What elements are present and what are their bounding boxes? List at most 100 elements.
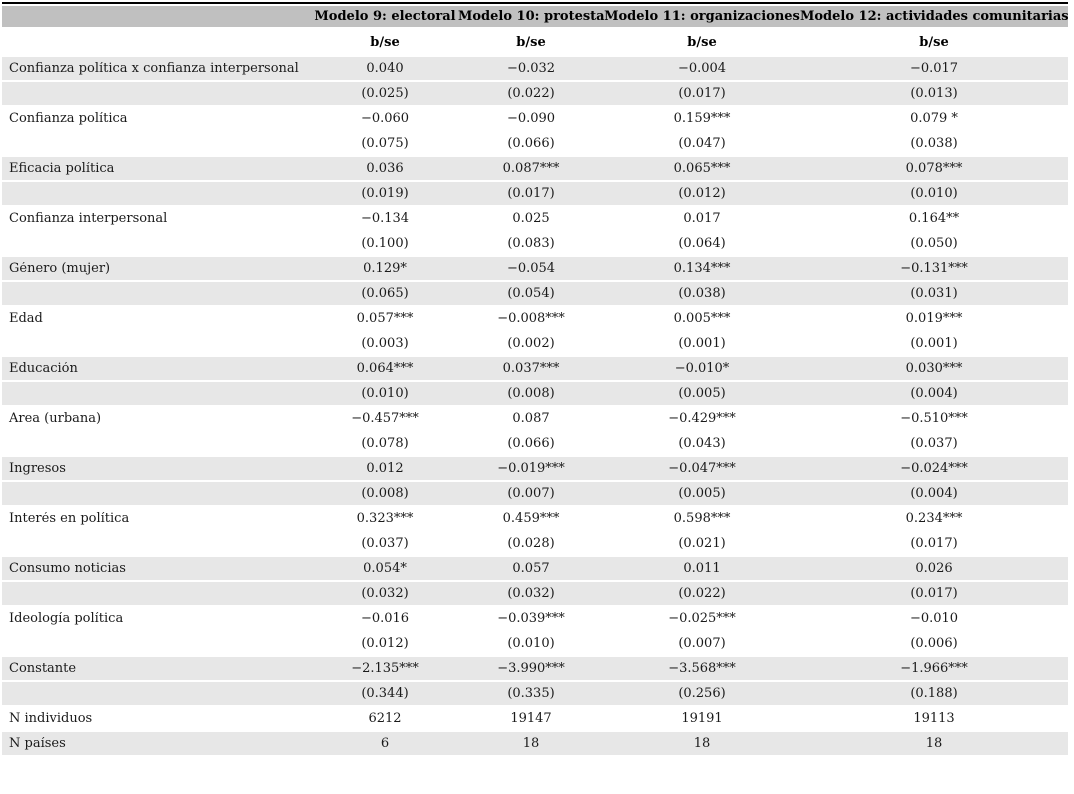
bse-label: b/se <box>687 35 717 49</box>
value-cell: 6212 <box>368 712 402 725</box>
row-label: Ideología política <box>9 612 124 625</box>
value-cell: 0.005*** <box>673 312 731 325</box>
value-cell: 0.064*** <box>356 362 414 375</box>
value-cell: 0.011 <box>683 562 721 575</box>
table-row: Constante −2.135*** −3.990*** −3.568*** −1.9… <box>2 657 1068 680</box>
value-cell: 0.030*** <box>905 362 963 375</box>
value-cell: 0.234*** <box>905 512 963 525</box>
value-cell: −0.134 <box>360 212 410 225</box>
value-cell: (0.066) <box>507 437 555 450</box>
row-label: Ingresos <box>9 462 66 475</box>
table-row: (0.025) (0.022) (0.017) (0.013) <box>2 82 1068 105</box>
model-11-header: Modelo 11: organizaciones <box>604 10 800 23</box>
table-row: (0.078) (0.066) (0.043) (0.037) <box>2 432 1068 455</box>
table-row: (0.010) (0.008) (0.005) (0.004) <box>2 382 1068 405</box>
value-cell: −0.004 <box>677 62 727 75</box>
value-cell: (0.025) <box>361 87 409 100</box>
value-cell: (0.001) <box>910 337 958 350</box>
value-cell: 0.012 <box>366 462 404 475</box>
row-label: Confianza interpersonal <box>9 212 168 225</box>
row-label: Edad <box>9 312 43 325</box>
value-cell: (0.002) <box>507 337 555 350</box>
value-cell: −0.016 <box>360 612 410 625</box>
value-cell: −0.054 <box>506 262 556 275</box>
value-cell: (0.032) <box>361 587 409 600</box>
table-row: Edad 0.057*** −0.008*** 0.005*** 0.019*** <box>2 307 1068 330</box>
value-cell: (0.038) <box>678 287 726 300</box>
value-cell: (0.065) <box>361 287 409 300</box>
value-cell: (0.066) <box>507 137 555 150</box>
value-cell: (0.017) <box>910 587 958 600</box>
table-body: Confianza política x confianza interpers… <box>2 57 1068 755</box>
value-cell: (0.007) <box>678 637 726 650</box>
value-cell: −0.010* <box>674 362 730 375</box>
table-row: Interés en política 0.323*** 0.459*** 0.598… <box>2 507 1068 530</box>
table-row: (0.037) (0.028) (0.021) (0.017) <box>2 532 1068 555</box>
value-cell: (0.017) <box>910 537 958 550</box>
value-cell: 0.129* <box>363 262 407 275</box>
bse-label: b/se <box>516 35 546 49</box>
value-cell: (0.006) <box>910 637 958 650</box>
value-cell: 0.087*** <box>502 162 560 175</box>
value-cell: (0.012) <box>678 187 726 200</box>
table-header-row: Modelo 9: electoral Modelo 10: protesta … <box>2 6 1068 27</box>
value-cell: −0.429*** <box>668 412 736 425</box>
value-cell: (0.031) <box>910 287 958 300</box>
value-cell: 0.065*** <box>673 162 731 175</box>
value-cell: (0.001) <box>678 337 726 350</box>
value-cell: (0.078) <box>361 437 409 450</box>
row-label: N países <box>9 737 66 750</box>
value-cell: 0.057*** <box>356 312 414 325</box>
value-cell: (0.010) <box>507 637 555 650</box>
value-cell: (0.054) <box>507 287 555 300</box>
value-cell: (0.010) <box>361 387 409 400</box>
table-row: Confianza política −0.060 −0.090 0.159*** 0.… <box>2 107 1068 130</box>
value-cell: (0.022) <box>507 87 555 100</box>
value-cell: 0.134*** <box>673 262 731 275</box>
value-cell: (0.008) <box>507 387 555 400</box>
bse-label: b/se <box>919 35 949 49</box>
table-row: N países 6 18 18 18 <box>2 732 1068 755</box>
value-cell: (0.050) <box>910 237 958 250</box>
value-cell: 0.054* <box>363 562 407 575</box>
value-cell: −0.017 <box>909 62 959 75</box>
value-cell: 0.037*** <box>502 362 560 375</box>
value-cell: 19147 <box>510 712 552 725</box>
value-cell: (0.100) <box>361 237 409 250</box>
value-cell: 0.079 * <box>910 112 958 125</box>
value-cell: 0.019*** <box>905 312 963 325</box>
table-row: Área (urbana) −0.457*** 0.087 −0.429*** −0.5… <box>2 407 1068 430</box>
row-label: Educación <box>9 362 78 375</box>
value-cell: 0.017 <box>683 212 721 225</box>
value-cell: 18 <box>693 737 711 750</box>
value-cell: (0.335) <box>507 687 555 700</box>
table-row: (0.032) (0.032) (0.022) (0.017) <box>2 582 1068 605</box>
value-cell: 0.036 <box>366 162 404 175</box>
value-cell: −0.457*** <box>351 412 419 425</box>
row-label: Eficacia política <box>9 162 115 175</box>
value-cell: −3.990*** <box>497 662 565 675</box>
value-cell: 19191 <box>681 712 723 725</box>
value-cell: 0.057 <box>512 562 550 575</box>
value-cell: −2.135*** <box>351 662 419 675</box>
value-cell: 18 <box>925 737 943 750</box>
value-cell: (0.003) <box>361 337 409 350</box>
value-cell: 0.040 <box>366 62 404 75</box>
row-label: Área (urbana) <box>9 412 102 425</box>
value-cell: −0.047*** <box>668 462 736 475</box>
value-cell: (0.037) <box>361 537 409 550</box>
table-row: Educación 0.064*** 0.037*** −0.010* 0.030*** <box>2 357 1068 380</box>
value-cell: (0.083) <box>507 237 555 250</box>
value-cell: (0.188) <box>910 687 958 700</box>
value-cell: −0.025*** <box>668 612 736 625</box>
bse-label: b/se <box>370 35 400 49</box>
value-cell: (0.028) <box>507 537 555 550</box>
value-cell: −0.131*** <box>900 262 968 275</box>
value-cell: (0.043) <box>678 437 726 450</box>
value-cell: 0.078*** <box>905 162 963 175</box>
value-cell: (0.032) <box>507 587 555 600</box>
value-cell: (0.047) <box>678 137 726 150</box>
table-row: Ideología política −0.016 −0.039*** −0.025*… <box>2 607 1068 630</box>
value-cell: 0.459*** <box>502 512 560 525</box>
row-label: Confianza política x confianza interpers… <box>9 62 299 75</box>
